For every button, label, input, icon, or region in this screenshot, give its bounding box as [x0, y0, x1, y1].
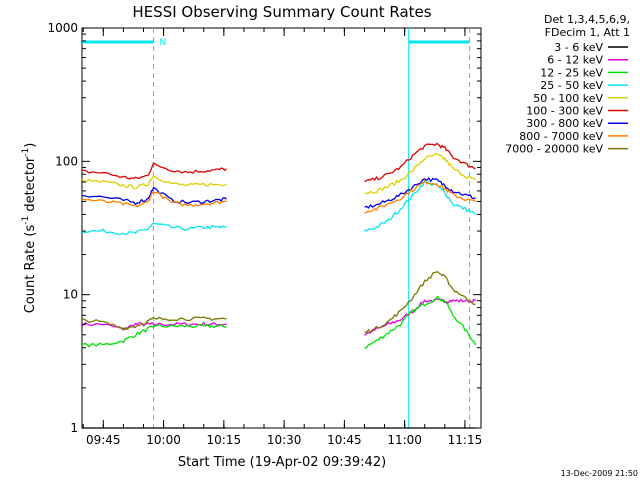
legend: Det 1,3,4,5,6,9,FDecim 1, Att 1 3 - 6 keV… — [505, 13, 630, 156]
series-line — [364, 177, 476, 209]
x-tick-label: 10:15 — [207, 433, 242, 447]
x-tick-label: 10:00 — [146, 433, 181, 447]
series-line — [81, 186, 227, 206]
chart-title: HESSI Observing Summary Count Rates — [132, 3, 431, 21]
series-line — [364, 179, 477, 214]
series-line — [364, 153, 477, 195]
x-tick-label: 11:00 — [387, 433, 422, 447]
legend-item-label: 6 - 12 keV — [547, 54, 603, 67]
legend-item-label: 3 - 6 keV — [554, 41, 603, 54]
legend-item-label: 100 - 300 keV — [526, 105, 603, 118]
axis-ticks: 09:45 10:00 10:15 10:30 10:45 11:00 11:15 1 10 10… — [47, 21, 482, 447]
y-tick-label: 1000 — [47, 21, 78, 35]
legend-header: FDecim 1, Att 1 — [545, 26, 630, 39]
series-line — [364, 271, 476, 334]
series-line — [81, 316, 227, 331]
series-line — [81, 174, 227, 190]
legend-item-label: 7000 - 20000 keV — [505, 143, 603, 156]
x-tick-label: 10:45 — [327, 433, 362, 447]
flag-marker-label: N — [160, 38, 167, 48]
timestamp: 13-Dec-2009 21:50 — [561, 469, 638, 478]
y-tick-label: 100 — [55, 154, 78, 168]
legend-item-label: 12 - 25 keV — [540, 66, 603, 79]
plot-frame — [81, 27, 482, 429]
legend-item-label: 25 - 50 keV — [540, 79, 603, 92]
x-tick-label: 11:15 — [448, 433, 483, 447]
series-line — [81, 191, 227, 208]
series-line — [81, 222, 227, 236]
x-tick-label: 10:30 — [267, 433, 302, 447]
legend-item-label: 800 - 7000 keV — [519, 130, 603, 143]
y-tick-label: 10 — [63, 288, 78, 302]
series-line — [364, 298, 477, 336]
series-line — [364, 295, 477, 349]
legend-header: Det 1,3,4,5,6,9, — [544, 13, 630, 26]
y-axis-label: Count Rate (s-1 detector-1) — [21, 143, 38, 314]
legend-item-label: 300 - 800 keV — [526, 117, 603, 130]
series-line — [364, 142, 476, 183]
legend-item-label: 50 - 100 keV — [533, 92, 603, 105]
series-lines — [81, 142, 477, 429]
x-axis-label: Start Time (19-Apr-02 09:39:42) — [178, 455, 386, 470]
y-tick-label: 1 — [70, 421, 78, 435]
instrument-flags: N — [82, 28, 471, 428]
x-tick-label: 09:45 — [86, 433, 121, 447]
series-line — [81, 162, 227, 180]
series-line — [81, 323, 227, 348]
